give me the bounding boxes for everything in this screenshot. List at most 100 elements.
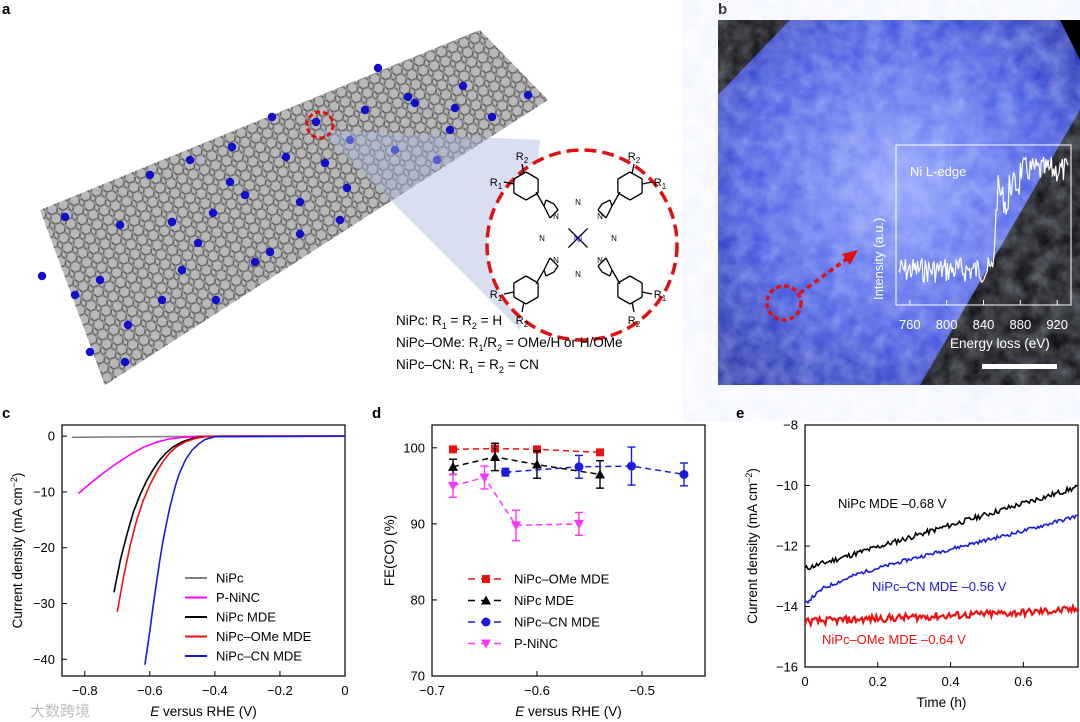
nitrogen-atom: N	[553, 212, 559, 221]
ni-sites-blue-atoms	[37, 63, 533, 367]
y-tick-label: −14	[776, 599, 798, 614]
eels-inset: Ni L-edge Intensity (a.u.) 760 800 840 880 9…	[871, 144, 1072, 351]
benzo-bond	[525, 192, 539, 201]
scale-bar	[982, 364, 1057, 369]
y-tick-label: −20	[33, 540, 55, 555]
series-annotation: NiPc–CN MDE –0.56 V	[872, 579, 1007, 594]
plot-frame	[804, 424, 1079, 668]
benzo-bond	[617, 296, 631, 305]
legend-part: 2	[499, 365, 504, 375]
legend-label: NiPc–OMe MDE	[216, 629, 312, 644]
ni-site-atom	[115, 220, 125, 230]
panel-d-label: d	[372, 405, 381, 422]
marker-triangle-down	[448, 481, 458, 491]
ring-bond	[549, 257, 559, 267]
ni-n-bond	[577, 237, 589, 249]
marker-square	[596, 448, 604, 457]
ni-site-atom	[320, 158, 330, 168]
marker-circle	[574, 462, 584, 472]
nipc-cn-substituent-line: NiPc–CN: R1 = R2 = CN	[396, 357, 539, 375]
ni-site-atom	[335, 215, 345, 225]
legend-part: = H	[477, 313, 502, 328]
legend-label: NiPc MDE	[514, 593, 574, 608]
x-tick-label: −0.6	[137, 683, 163, 698]
panel-a-label: a	[2, 1, 11, 18]
legend-label: NiPc–CN MDE	[216, 649, 302, 664]
ni-site-atom	[60, 212, 70, 222]
ni-site-atom	[120, 357, 130, 367]
marker-square	[449, 445, 457, 454]
x-tick-label: 0.2	[869, 674, 887, 689]
ring-bond	[597, 209, 607, 219]
legend-part: NiPc: R	[396, 313, 442, 328]
benzo-bond	[525, 171, 539, 180]
legend-part: 1	[442, 321, 447, 331]
ring-bond	[543, 257, 551, 271]
ring-bond	[543, 269, 547, 277]
marker-circle	[627, 461, 636, 471]
ni-site-atom	[390, 145, 400, 155]
ni-site-atom	[360, 105, 370, 115]
nipc-ome-substituent-line: NiPc–OMe: R1/R2 = OMe/H or H/OMe	[396, 335, 622, 353]
ring-bond	[597, 257, 607, 267]
legend-part: 2	[472, 321, 477, 331]
ni-site-atom	[95, 275, 105, 285]
r1-label: R1	[654, 177, 667, 191]
benzo-bond	[525, 296, 539, 305]
legend-label: NiPc–OMe MDE	[514, 572, 610, 587]
inset-tick-label: 880	[1009, 317, 1031, 332]
series-line	[452, 456, 601, 476]
ring-bond	[553, 265, 559, 273]
ni-site-atom	[227, 142, 237, 152]
ni-site-atom	[193, 238, 203, 248]
series-line	[804, 514, 1078, 605]
benzo-bond	[629, 192, 643, 201]
inset-tick-label: 800	[936, 317, 958, 332]
ni-site-atom	[450, 103, 460, 113]
ni-site-atom	[345, 135, 355, 145]
benzo-bond	[629, 275, 643, 284]
ni-site-atom	[267, 112, 277, 122]
ni-n-bond	[577, 227, 589, 239]
x-tick-label: −0.8	[72, 683, 98, 698]
marker-triangle-down	[481, 639, 491, 649]
x-tick-label: 0.6	[1014, 674, 1032, 689]
x-tick-label: −0.2	[267, 683, 293, 698]
arrow-head	[842, 250, 858, 265]
ni-site-atom	[250, 257, 260, 267]
substituent-bond	[521, 163, 525, 175]
series-line	[804, 484, 1078, 571]
legend-part: 1	[469, 365, 474, 375]
x-axis-label: E versus RHE (V)	[515, 704, 622, 719]
inset-title: Ni L-edge	[910, 164, 966, 179]
ring-bond	[609, 269, 613, 277]
ni-site-atom	[458, 81, 468, 91]
y-tick-label: 70	[411, 669, 425, 684]
marker-triangle-up	[595, 469, 605, 479]
ni-site-atom	[70, 290, 80, 300]
series-line	[803, 602, 1079, 629]
ni-site-atom	[85, 347, 95, 357]
ni-site-atom	[373, 63, 383, 73]
benzo-bond	[525, 275, 539, 284]
marker-square	[482, 575, 490, 583]
ni-site-atom	[167, 217, 177, 227]
marker-circle	[481, 617, 491, 627]
ni-site-atom	[145, 170, 155, 180]
nitrogen-atom: N	[539, 234, 545, 243]
ni-site-atom	[295, 197, 305, 207]
series-line	[116, 435, 345, 613]
ni-n-bond	[567, 227, 579, 239]
marker-circle	[501, 467, 510, 477]
ni-site-atom	[37, 271, 47, 281]
ring-bond	[605, 205, 613, 219]
chart-c-polarization-curves: −0.8 −0.6 −0.4 −0.2 0 0 −10 −20 −30 −40 E versus R…	[9, 424, 349, 719]
x-tick-label: 0.4	[942, 674, 960, 689]
legend-part: 1	[479, 343, 484, 353]
fused-bond	[535, 191, 545, 207]
ni-site-atom	[523, 90, 533, 100]
inset-ylabel: Intensity (a.u.)	[871, 218, 886, 300]
legend-part: = R	[447, 313, 472, 328]
